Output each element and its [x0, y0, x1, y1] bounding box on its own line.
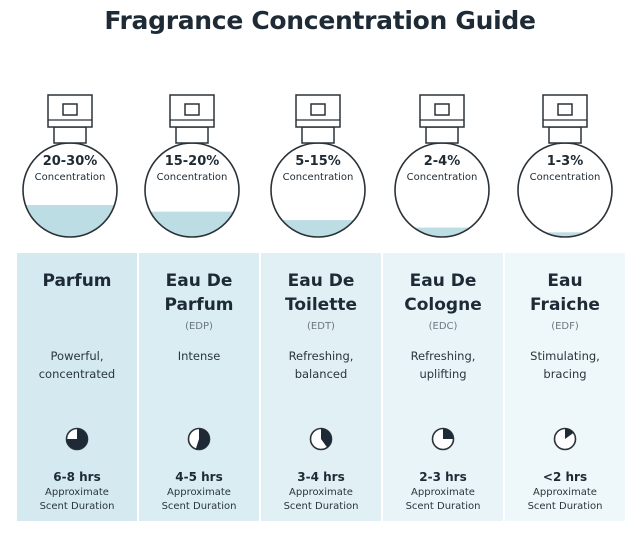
bottle-eau-de-toilette: 5-15% Concentration [256, 90, 380, 250]
concentration-label: Concentration [282, 172, 354, 183]
bottle-row: 20-30% Concentration 15-20% Concentratio… [0, 90, 640, 250]
concentration-range: 1-3% [546, 154, 584, 169]
fragrance-abbreviation: (EDP) [185, 321, 213, 332]
fragrance-description: Powerful, concentrated [38, 349, 116, 381]
scent-duration-label: Approximate Scent Duration [283, 487, 359, 512]
fragrance-abbreviation: (EDF) [551, 321, 579, 332]
concentration-range: 20-30% [42, 154, 98, 169]
perfume-bottle-icon [270, 94, 366, 238]
fragrance-abbreviation: (EDT) [307, 321, 335, 332]
clock-fill [195, 428, 210, 450]
concentration-label: Concentration [34, 172, 106, 183]
clock-icon [553, 427, 577, 451]
concentration-range: 2-4% [423, 154, 461, 169]
liquid-fill [518, 232, 612, 237]
fragrance-description: Intense [177, 349, 221, 363]
liquid-fill [23, 205, 117, 237]
clock-icon [309, 427, 333, 451]
scent-duration-label: Approximate Scent Duration [161, 487, 237, 512]
fragrance-abbreviation: (EDC) [428, 321, 458, 332]
concentration-label: Concentration [529, 172, 601, 183]
bottle-eau-de-parfum: 15-20% Concentration [130, 90, 254, 250]
scent-duration-value: <2 hrs [542, 470, 588, 484]
fragrance-description: Refreshing, uplifting [410, 349, 476, 381]
page-title: Fragrance Concentration Guide [104, 6, 536, 35]
clock-fill [443, 428, 454, 439]
perfume-bottle-icon [144, 94, 240, 238]
bottle-parfum: 20-30% Concentration [8, 90, 132, 250]
clock-icon [431, 427, 455, 451]
concentration-label: Concentration [406, 172, 478, 183]
scent-duration-label: Approximate Scent Duration [39, 487, 115, 512]
fragrance-name: Eau De Parfum [164, 271, 234, 315]
bottle-eau-de-cologne: 2-4% Concentration [380, 90, 504, 250]
fragrance-name: Eau Fraiche [530, 271, 600, 315]
scent-duration-value: 6-8 hrs [53, 470, 101, 484]
scent-duration-label: Approximate Scent Duration [527, 487, 603, 512]
fragrance-name: Eau De Toilette [285, 271, 357, 315]
fragrance-description: Stimulating, bracing [530, 349, 600, 381]
concentration-range: 5-15% [295, 154, 341, 169]
panel-eau-de-cologne: Eau De Cologne (EDC) Refreshing, uplifti… [382, 253, 503, 521]
panel-parfum: Parfum Powerful, concentrated 6-8 hrs Ap… [16, 253, 137, 521]
clock-icon [187, 427, 211, 451]
fragrance-name: Eau De Cologne [404, 271, 482, 315]
panel-eau-de-parfum: Eau De Parfum (EDP) Intense 4-5 hrs Appr… [138, 253, 259, 521]
scent-duration-value: 3-4 hrs [297, 470, 345, 484]
concentration-range: 15-20% [164, 154, 220, 169]
clock-fill [66, 428, 88, 450]
fragrance-name: Parfum [42, 271, 112, 291]
clock-fill [565, 428, 574, 439]
perfume-bottle-icon [517, 94, 613, 238]
perfume-bottle-icon [394, 94, 490, 238]
scent-duration-label: Approximate Scent Duration [405, 487, 481, 512]
clock-fill [321, 428, 332, 448]
scent-duration-value: 2-3 hrs [419, 470, 467, 484]
liquid-fill [395, 227, 489, 237]
concentration-label: Concentration [156, 172, 228, 183]
bottle-eau-fraiche: 1-3% Concentration [503, 90, 627, 250]
perfume-bottle-icon [22, 94, 118, 238]
panel-eau-fraiche: Eau Fraiche (EDF) Stimulating, bracing <… [504, 253, 625, 521]
fragrance-description: Refreshing, balanced [288, 349, 354, 381]
panel-eau-de-toilette: Eau De Toilette (EDT) Refreshing, balanc… [260, 253, 381, 521]
scent-duration-value: 4-5 hrs [175, 470, 223, 484]
fragrance-panels: Parfum Powerful, concentrated 6-8 hrs Ap… [16, 253, 625, 521]
clock-icon [65, 427, 89, 451]
